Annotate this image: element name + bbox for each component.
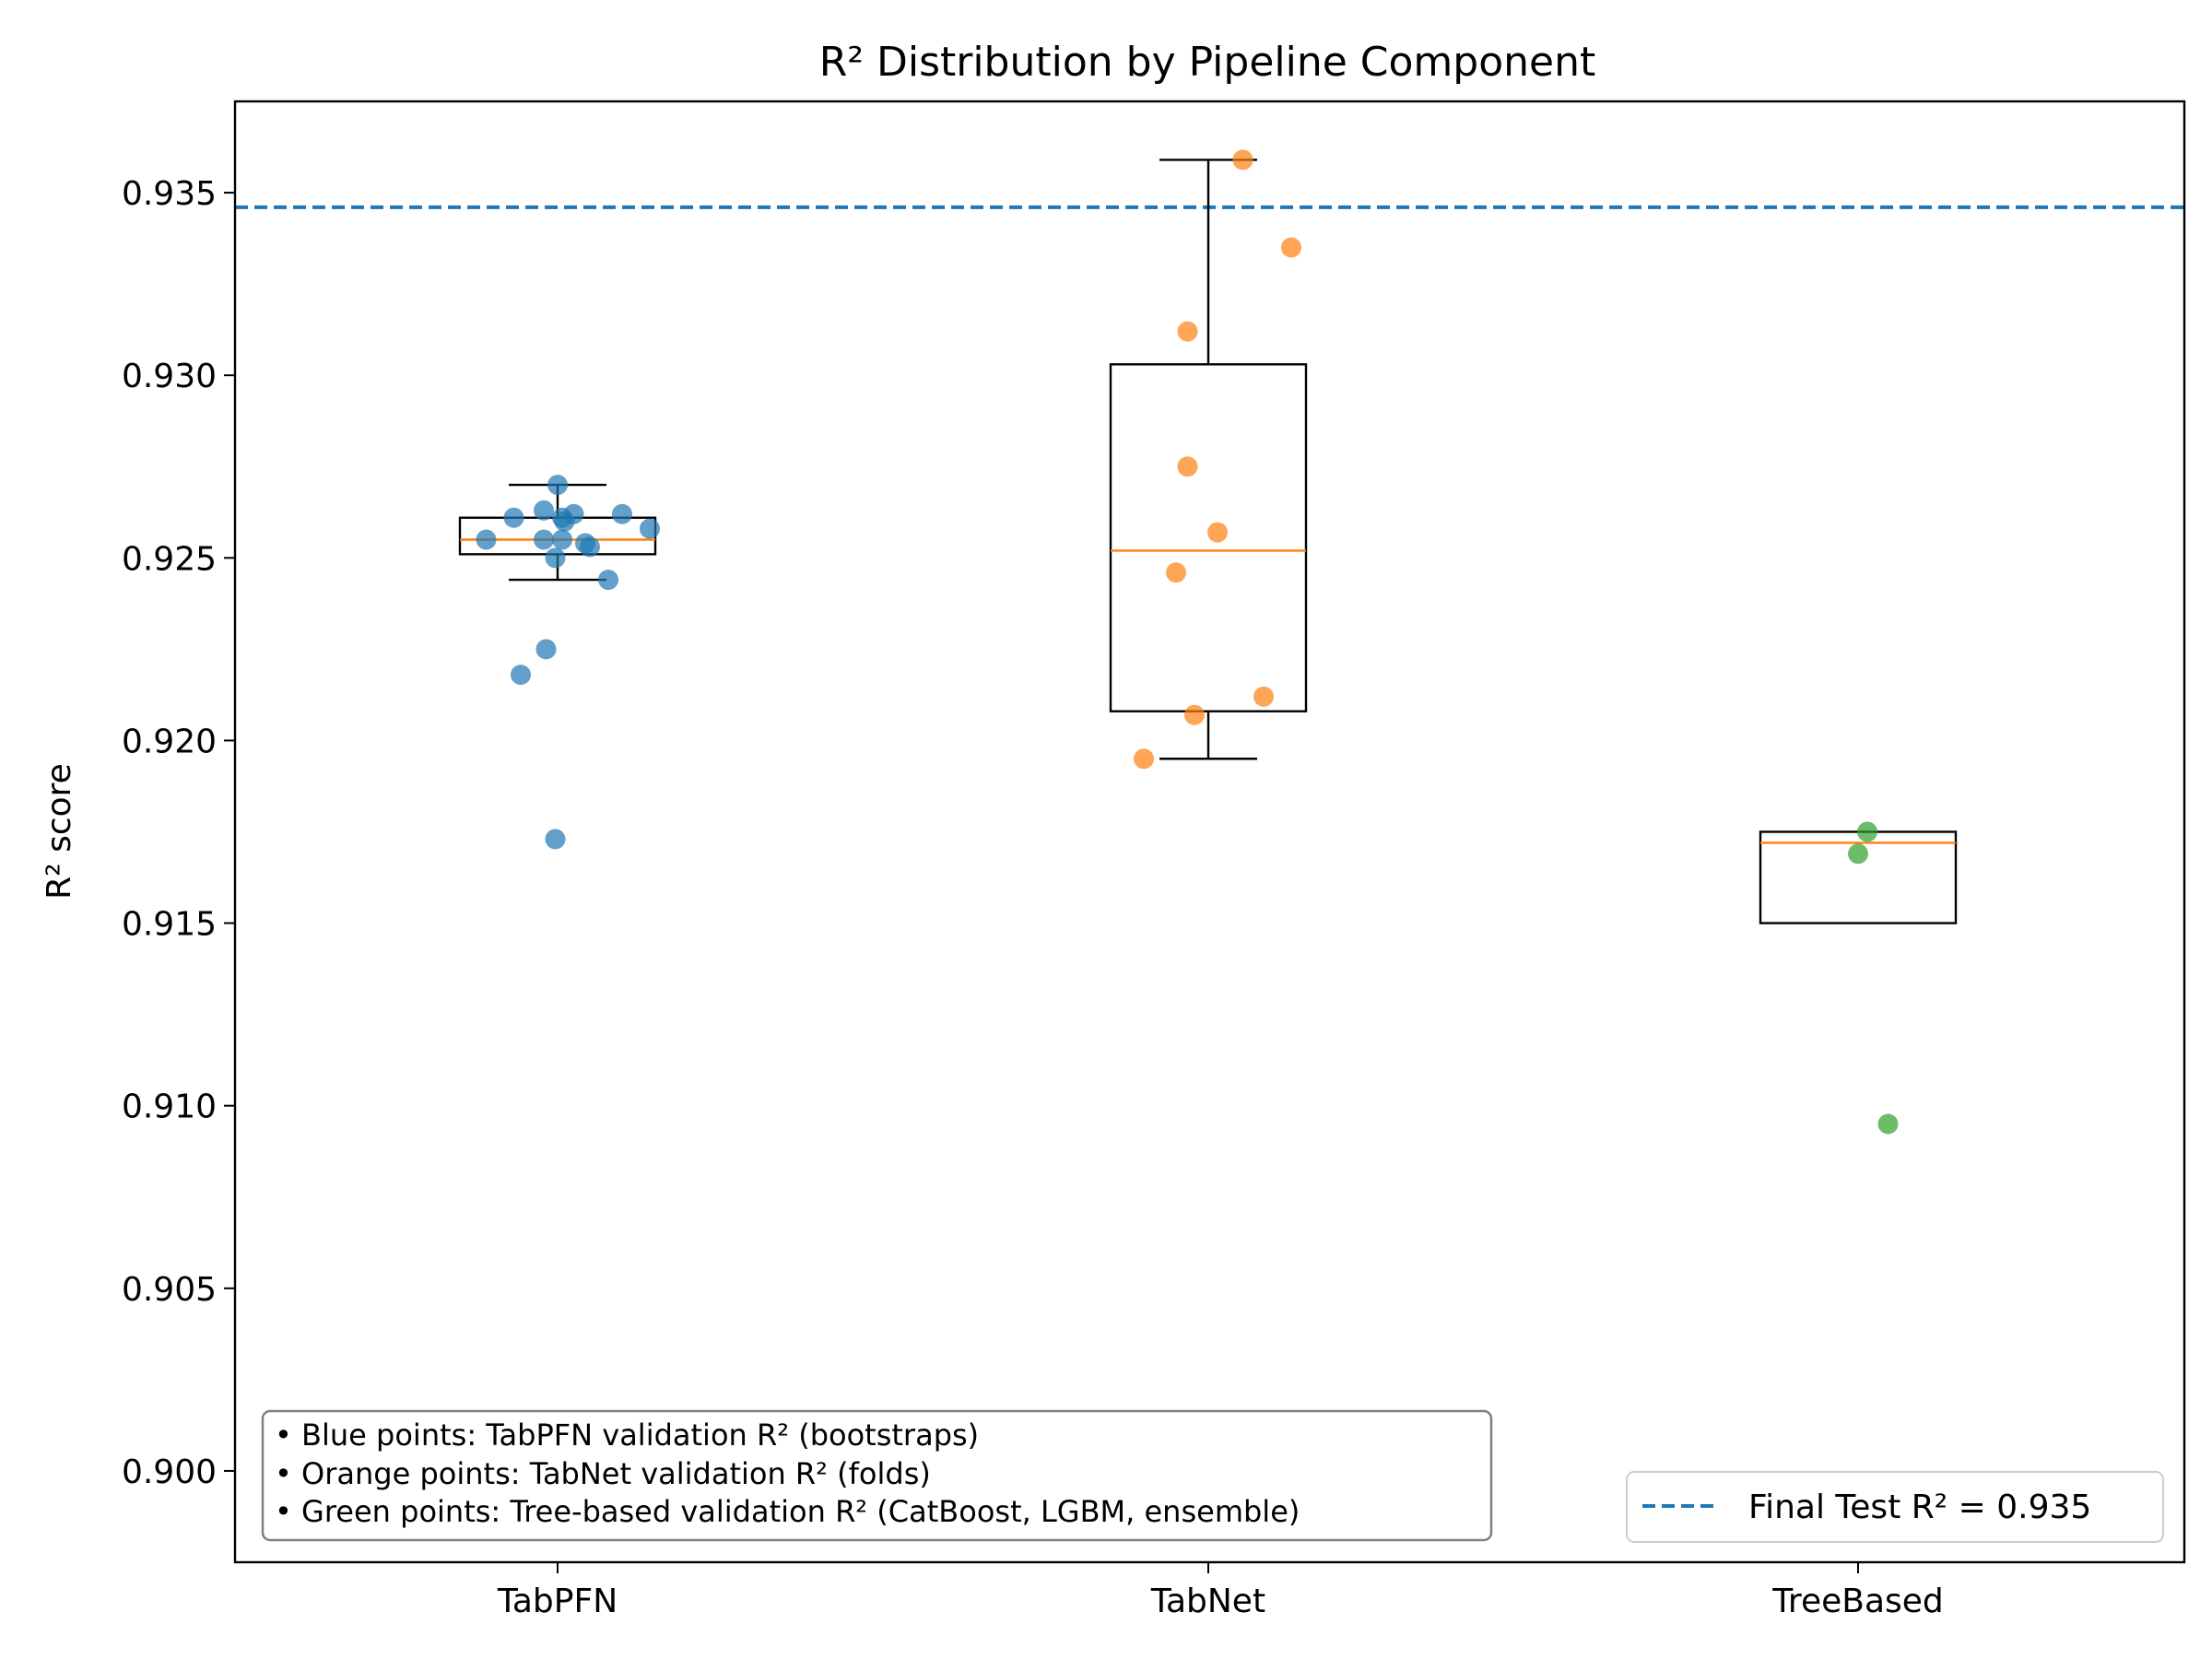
data-point-tabnet-9 xyxy=(1134,748,1154,770)
axes-frame xyxy=(233,100,2186,1564)
data-point-treebased-2 xyxy=(1848,843,1868,865)
annotation-box: • Blue points: TabPFN validation R² (boo… xyxy=(261,1409,1493,1542)
data-point-tabpfn-6 xyxy=(612,503,632,524)
data-point-tabnet-6 xyxy=(1166,562,1186,583)
data-point-tabpfn-3 xyxy=(503,507,524,528)
annotation-line-orange: • Orange points: TabNet validation R² (f… xyxy=(275,1456,931,1491)
data-point-tabnet-2 xyxy=(1281,237,1301,258)
data-point-tabpfn-14 xyxy=(545,547,566,569)
x-tick-label-tabpfn: TabPFN xyxy=(497,1583,618,1620)
y-tick-label: 0.925 xyxy=(122,540,217,578)
x-axis: TabPFN TabNet TreeBased xyxy=(497,1562,1944,1620)
y-axis-label: R² score xyxy=(41,763,78,900)
data-point-tabpfn-17 xyxy=(511,665,531,686)
y-tick-label: 0.900 xyxy=(122,1453,217,1491)
data-point-tabpfn-1 xyxy=(547,475,568,496)
data-point-tabnet-1 xyxy=(1232,149,1253,171)
annotation-line-green: • Green points: Tree-based validation R²… xyxy=(275,1494,1300,1529)
data-point-tabpfn-7 xyxy=(554,511,575,532)
x-tick-label-treebased: TreeBased xyxy=(1771,1583,1944,1620)
data-point-tabnet-3 xyxy=(1177,321,1198,342)
y-tick-label: 0.930 xyxy=(122,358,217,395)
plot-area xyxy=(235,149,2184,1135)
data-point-tabpfn-10 xyxy=(534,529,554,550)
y-tick-label: 0.920 xyxy=(122,723,217,760)
data-point-tabpfn-2 xyxy=(534,500,554,521)
annotation-line-blue: • Blue points: TabPFN validation R² (boo… xyxy=(275,1418,979,1453)
box-tabnet xyxy=(1109,159,1308,760)
y-tick-label: 0.915 xyxy=(122,906,217,944)
y-axis: 0.900 0.905 0.910 0.915 0.920 0.925 0.930 0.935 xyxy=(122,175,235,1491)
iqr-box-tabnet xyxy=(1109,363,1308,712)
data-point-tabpfn-18 xyxy=(545,829,566,850)
data-point-tabnet-4 xyxy=(1177,456,1198,477)
data-point-tabpfn-9 xyxy=(476,529,497,550)
y-tick-label: 0.935 xyxy=(122,175,217,213)
data-point-tabpfn-16 xyxy=(535,639,557,660)
y-tick-label: 0.905 xyxy=(122,1271,217,1309)
data-point-tabpfn-15 xyxy=(598,570,618,591)
x-tick-label-tabnet: TabNet xyxy=(1150,1583,1265,1620)
data-point-treebased-3 xyxy=(1877,1113,1899,1135)
data-point-tabnet-8 xyxy=(1253,686,1274,707)
data-point-tabpfn-13 xyxy=(580,536,600,558)
chart-title: R² Distribution by Pipeline Component xyxy=(819,39,1595,86)
y-tick-label: 0.910 xyxy=(122,1088,217,1126)
data-point-tabnet-7 xyxy=(1184,704,1205,725)
data-point-tabnet-5 xyxy=(1207,522,1228,543)
data-point-tabpfn-8 xyxy=(640,518,660,539)
data-point-tabpfn-11 xyxy=(552,529,572,550)
data-point-treebased-1 xyxy=(1857,821,1877,842)
legend: Final Test R² = 0.935 xyxy=(1626,1471,2164,1543)
legend-label: Final Test R² = 0.935 xyxy=(1748,1488,2091,1526)
